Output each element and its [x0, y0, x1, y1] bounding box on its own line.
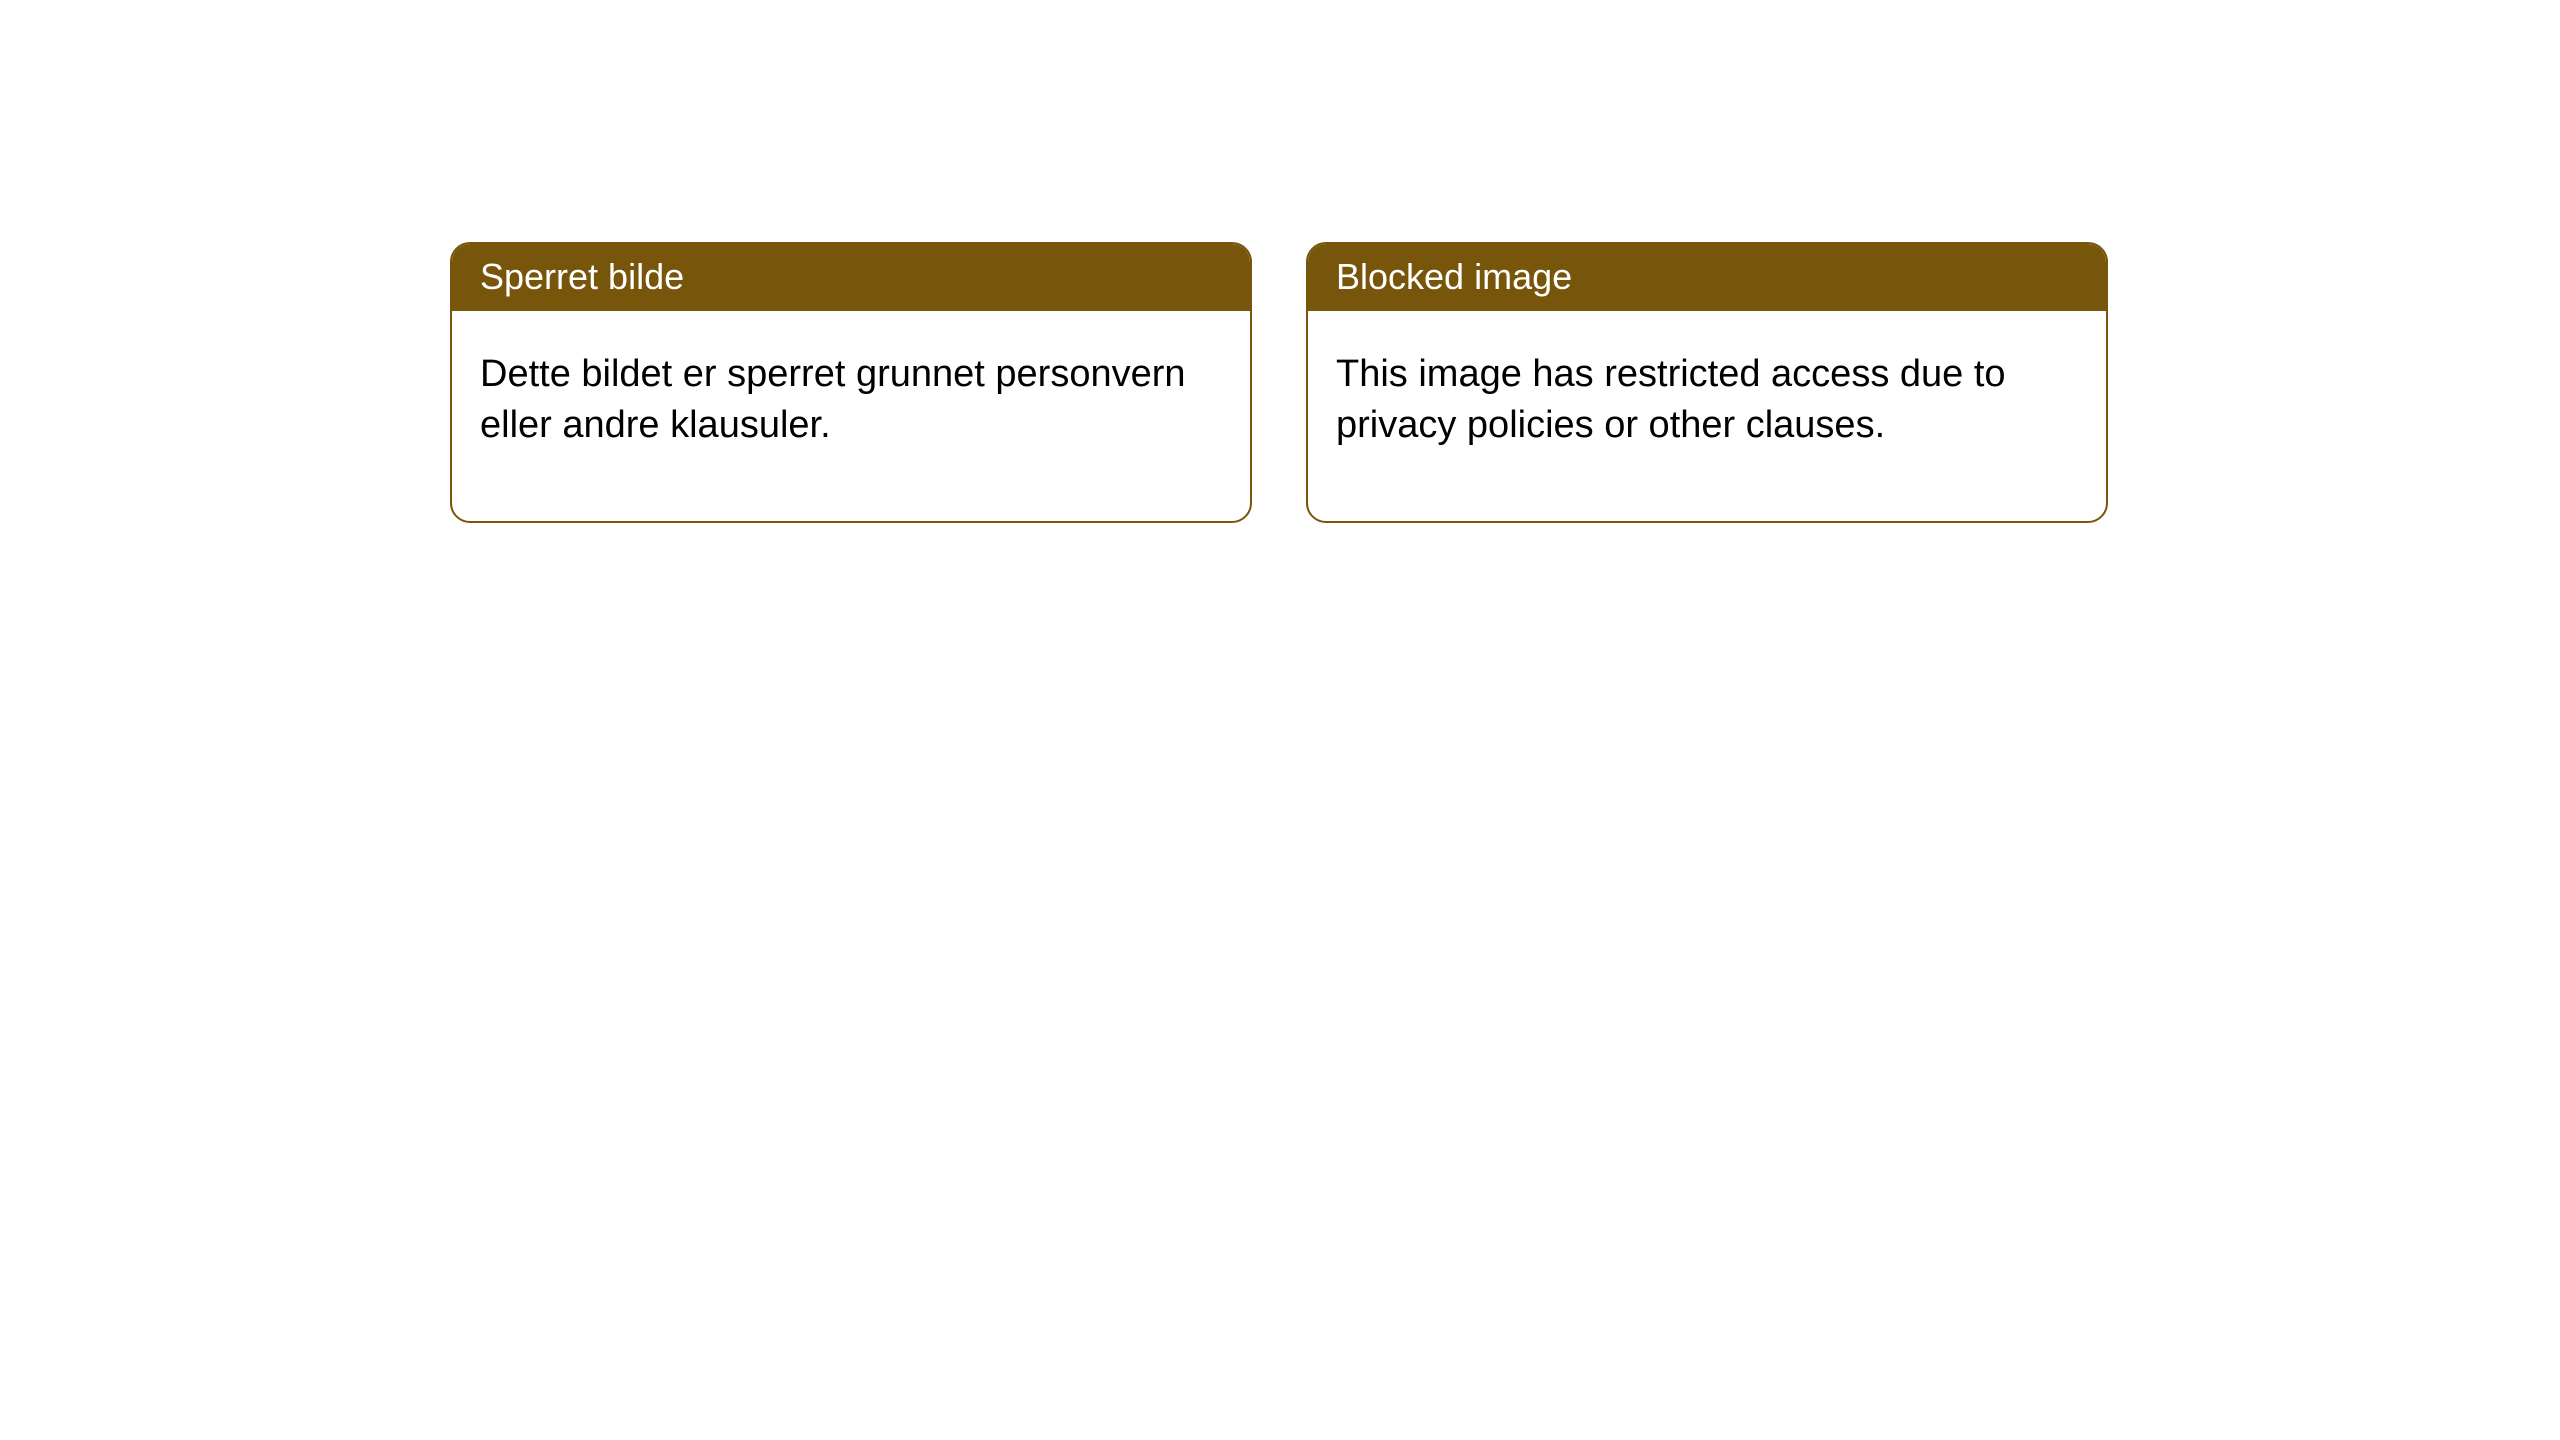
notice-body: Dette bildet er sperret grunnet personve… [452, 311, 1250, 522]
notice-box-norwegian: Sperret bilde Dette bildet er sperret gr… [450, 242, 1252, 523]
notice-header: Blocked image [1308, 244, 2106, 311]
notice-header: Sperret bilde [452, 244, 1250, 311]
notice-box-english: Blocked image This image has restricted … [1306, 242, 2108, 523]
notice-body: This image has restricted access due to … [1308, 311, 2106, 522]
notice-container: Sperret bilde Dette bildet er sperret gr… [0, 0, 2560, 523]
